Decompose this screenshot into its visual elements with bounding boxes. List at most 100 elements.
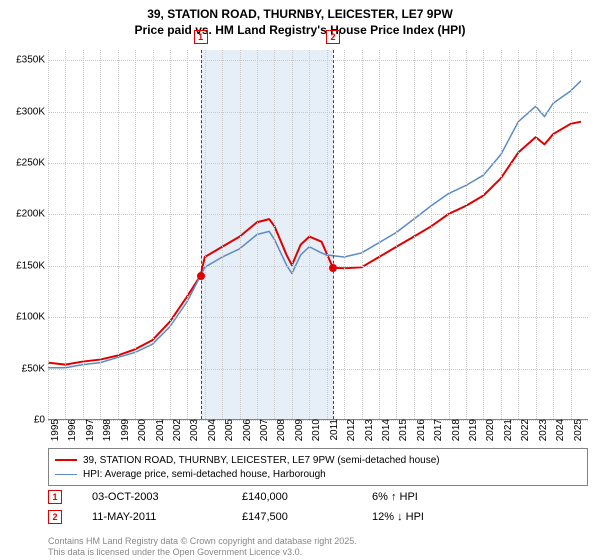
transaction-marker-2: 2 [48, 510, 62, 524]
x-gridline [396, 50, 397, 419]
x-gridline [501, 50, 502, 419]
y-axis-label: £250K [16, 158, 48, 169]
x-axis-label: 2006 [240, 419, 253, 441]
marker-dot [329, 264, 337, 272]
x-gridline [274, 50, 275, 419]
x-gridline [344, 50, 345, 419]
x-axis-label: 2000 [135, 419, 148, 441]
x-axis-label: 2016 [414, 419, 427, 441]
y-gridline [48, 369, 588, 370]
x-gridline [170, 50, 171, 419]
legend-row-0: 39, STATION ROAD, THURNBY, LEICESTER, LE… [55, 453, 581, 467]
x-axis-label: 2011 [327, 419, 340, 441]
x-gridline [118, 50, 119, 419]
x-axis-label: 1995 [48, 419, 61, 441]
legend-row-1: HPI: Average price, semi-detached house,… [55, 467, 581, 481]
x-axis-label: 2023 [536, 419, 549, 441]
chart-area: £0£50K£100K£150K£200K£250K£300K£350K1995… [48, 50, 588, 420]
y-gridline [48, 163, 588, 164]
transaction-row-2: 2 11-MAY-2011 £147,500 12% ↓ HPI [48, 510, 588, 524]
x-axis-label: 2022 [518, 419, 531, 441]
footer-line-2: This data is licensed under the Open Gov… [48, 547, 357, 558]
x-axis-label: 2010 [309, 419, 322, 441]
x-axis-label: 2025 [571, 419, 584, 441]
x-axis-label: 2013 [362, 419, 375, 441]
x-gridline [327, 50, 328, 419]
marker-line [333, 50, 334, 419]
x-gridline [48, 50, 49, 419]
transaction-pct-2: 12% ↓ HPI [372, 511, 492, 523]
x-gridline [431, 50, 432, 419]
x-gridline [536, 50, 537, 419]
x-axis-label: 2014 [379, 419, 392, 441]
legend-swatch-1 [55, 474, 77, 475]
footer: Contains HM Land Registry data © Crown c… [48, 536, 357, 559]
x-axis-label: 2018 [449, 419, 462, 441]
marker-label: 2 [326, 30, 340, 44]
legend-label-1: HPI: Average price, semi-detached house,… [83, 469, 326, 480]
x-axis-label: 2002 [170, 419, 183, 441]
x-axis-label: 2004 [205, 419, 218, 441]
x-axis-label: 2007 [257, 419, 270, 441]
x-gridline [240, 50, 241, 419]
x-gridline [379, 50, 380, 419]
x-gridline [100, 50, 101, 419]
x-gridline [362, 50, 363, 419]
transaction-price-1: £140,000 [242, 491, 342, 503]
x-gridline [205, 50, 206, 419]
y-gridline [48, 60, 588, 61]
x-axis-label: 2020 [483, 419, 496, 441]
footer-line-1: Contains HM Land Registry data © Crown c… [48, 536, 357, 547]
chart-container: 39, STATION ROAD, THURNBY, LEICESTER, LE… [0, 0, 600, 560]
x-axis-label: 2019 [466, 419, 479, 441]
x-axis-label: 1998 [100, 419, 113, 441]
x-gridline [222, 50, 223, 419]
transaction-pct-1: 6% ↑ HPI [372, 491, 492, 503]
transaction-marker-1: 1 [48, 490, 62, 504]
transaction-row-1: 1 03-OCT-2003 £140,000 6% ↑ HPI [48, 490, 588, 504]
marker-dot [197, 272, 205, 280]
y-axis-label: £200K [16, 209, 48, 220]
y-axis-label: £150K [16, 260, 48, 271]
x-axis-label: 2005 [222, 419, 235, 441]
y-axis-label: £0 [34, 415, 48, 426]
y-axis-label: £100K [16, 312, 48, 323]
x-gridline [571, 50, 572, 419]
x-axis-label: 2015 [396, 419, 409, 441]
title-line-2: Price paid vs. HM Land Registry's House … [0, 22, 600, 38]
transaction-price-2: £147,500 [242, 511, 342, 523]
x-axis-label: 2024 [553, 419, 566, 441]
x-gridline [257, 50, 258, 419]
x-axis-label: 1999 [118, 419, 131, 441]
y-axis-label: £350K [16, 55, 48, 66]
x-gridline [309, 50, 310, 419]
marker-line [201, 50, 202, 419]
title-block: 39, STATION ROAD, THURNBY, LEICESTER, LE… [0, 0, 600, 38]
x-axis-label: 2009 [292, 419, 305, 441]
x-axis-label: 2003 [187, 419, 200, 441]
x-axis-label: 1997 [83, 419, 96, 441]
x-axis-label: 2021 [501, 419, 514, 441]
legend-label-0: 39, STATION ROAD, THURNBY, LEICESTER, LE… [83, 455, 440, 466]
y-gridline [48, 317, 588, 318]
x-gridline [449, 50, 450, 419]
x-gridline [83, 50, 84, 419]
marker-label: 1 [194, 30, 208, 44]
x-gridline [466, 50, 467, 419]
x-gridline [414, 50, 415, 419]
x-axis-label: 2001 [153, 419, 166, 441]
chart-svg [48, 50, 588, 419]
x-gridline [153, 50, 154, 419]
x-gridline [65, 50, 66, 419]
y-gridline [48, 266, 588, 267]
y-axis-label: £300K [16, 106, 48, 117]
x-gridline [187, 50, 188, 419]
title-line-1: 39, STATION ROAD, THURNBY, LEICESTER, LE… [0, 6, 600, 22]
transaction-date-1: 03-OCT-2003 [92, 491, 212, 503]
x-axis-label: 2008 [274, 419, 287, 441]
x-axis-label: 2012 [344, 419, 357, 441]
x-axis-label: 2017 [431, 419, 444, 441]
legend-swatch-0 [55, 459, 77, 461]
transaction-date-2: 11-MAY-2011 [92, 511, 212, 523]
x-gridline [135, 50, 136, 419]
